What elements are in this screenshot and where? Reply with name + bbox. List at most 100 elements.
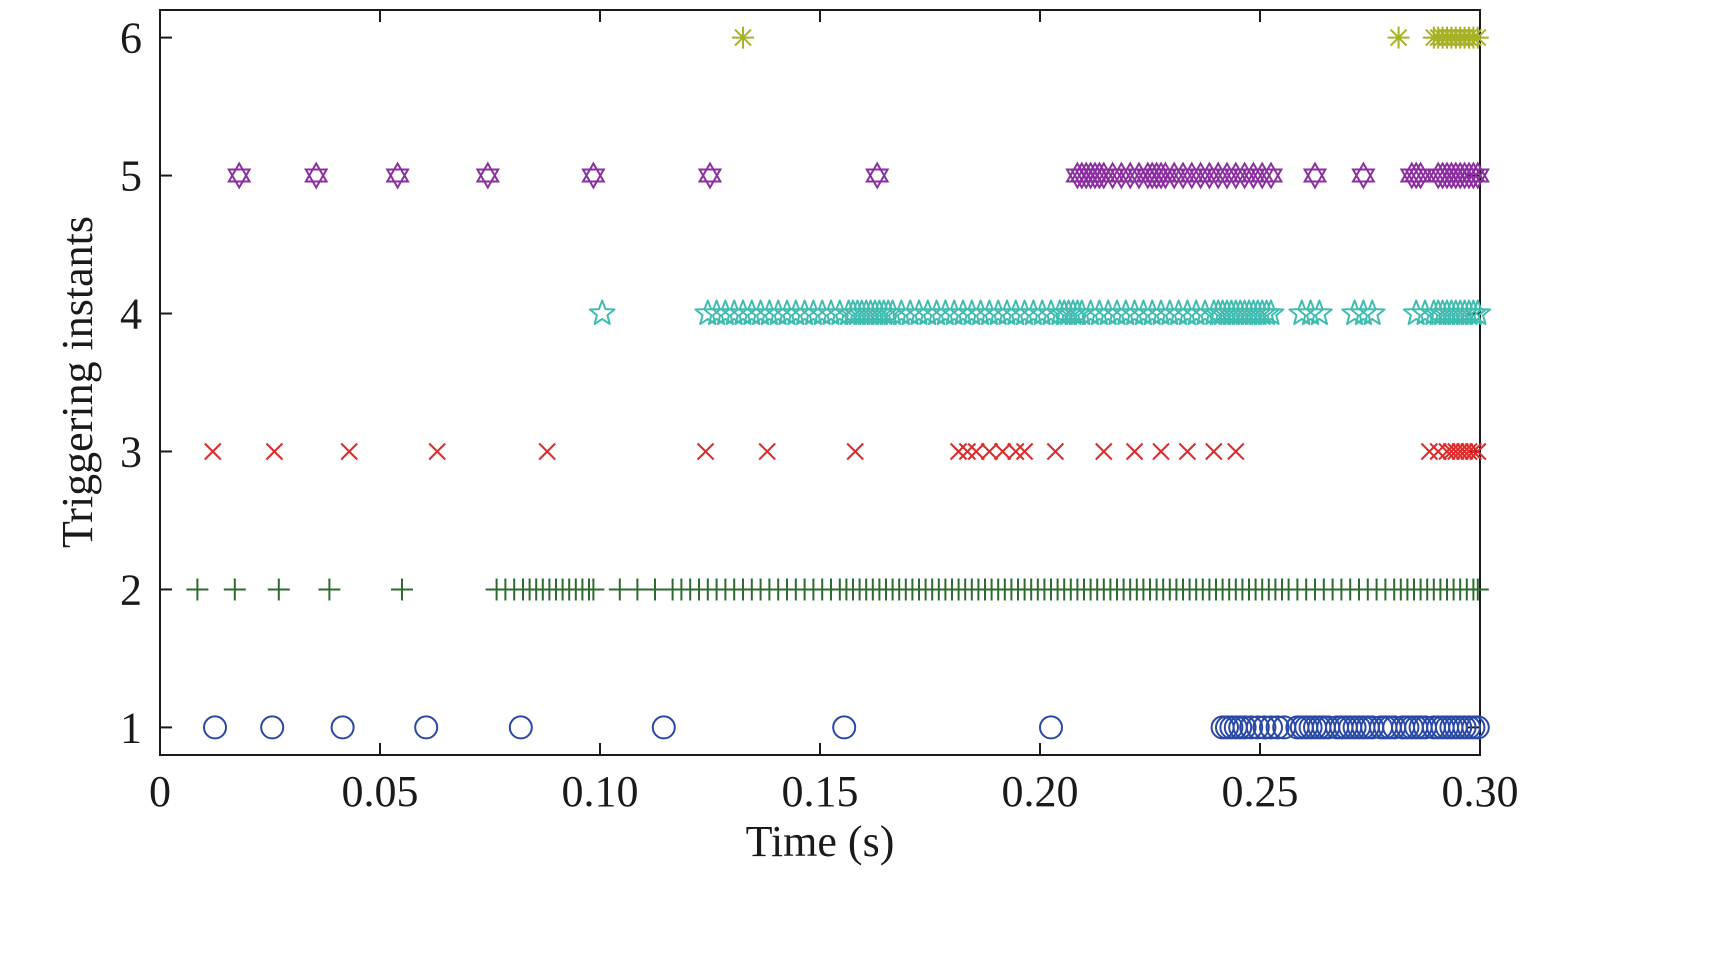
data-point [340, 442, 358, 461]
data-point [414, 715, 439, 740]
data-point [1297, 299, 1324, 326]
data-point [1152, 442, 1170, 461]
data-point [1469, 442, 1487, 461]
x-tick-label: 0.05 [342, 767, 419, 816]
data-point [1429, 442, 1447, 461]
x-tick-label: 0 [149, 767, 171, 816]
data-point [949, 442, 968, 461]
data-point [508, 715, 533, 740]
data-point [1007, 442, 1025, 461]
data-point [697, 161, 723, 190]
data-point [204, 442, 222, 461]
plot-frame [159, 9, 1481, 756]
y-axis-label: Triggering instants [53, 216, 102, 548]
y-tick-label: 2 [120, 565, 142, 614]
data-point [1227, 442, 1245, 461]
data-point [1232, 715, 1257, 740]
data-point [385, 161, 410, 190]
data-point [1125, 442, 1144, 461]
data-point [1387, 26, 1410, 49]
data-point [1015, 442, 1034, 461]
data-point [265, 442, 284, 461]
data-point [582, 578, 605, 601]
data-point [203, 715, 227, 740]
x-tick-label: 0.15 [782, 767, 859, 816]
x-tick-label: 0.25 [1222, 767, 1299, 816]
x-tick-label: 0.10 [562, 767, 639, 816]
x-tick-label: 0.20 [1002, 767, 1079, 816]
data-point [1455, 442, 1474, 461]
data-point [1465, 161, 1490, 190]
data-point [330, 715, 355, 740]
data-point [1466, 26, 1489, 49]
data-point [1259, 715, 1283, 740]
data-point [1442, 442, 1461, 461]
data-point [581, 161, 606, 190]
data-point [1239, 715, 1264, 740]
data-point [846, 442, 864, 461]
series-star5 [588, 299, 1492, 326]
y-tick-label: 3 [120, 427, 142, 476]
data-point [1302, 161, 1328, 190]
data-point [1438, 442, 1456, 461]
data-point [1351, 161, 1376, 190]
data-point [304, 161, 329, 190]
data-marks [186, 26, 1492, 740]
y-tick-label: 5 [120, 152, 142, 201]
data-point [1265, 715, 1290, 740]
data-point [1464, 299, 1492, 326]
data-point [1464, 442, 1483, 461]
data-point [1245, 715, 1270, 740]
data-point [832, 715, 857, 740]
data-point [267, 578, 290, 601]
axis-ticks: 0 0.05 0.10 0.15 0.20 0.25 0.30 1 2 3 4 5 6 [120, 10, 1519, 816]
data-point [1451, 442, 1469, 461]
y-tick-label: 4 [120, 290, 142, 339]
data-point [1306, 299, 1333, 326]
y-tick-label: 6 [120, 14, 142, 63]
data-point [732, 26, 754, 49]
series-asterisk [732, 26, 1489, 49]
data-point [967, 442, 985, 461]
series-circle [203, 715, 1490, 740]
data-point [227, 161, 252, 190]
data-point [758, 442, 776, 461]
data-point [588, 299, 616, 326]
series-cross [204, 442, 1487, 461]
data-point [391, 578, 413, 601]
data-point [1046, 442, 1065, 461]
data-point [260, 715, 285, 740]
data-point [1039, 715, 1063, 740]
data-point [318, 578, 341, 601]
data-point [1358, 299, 1386, 326]
data-point [1466, 578, 1489, 601]
data-point [1095, 442, 1113, 461]
data-point [1420, 442, 1439, 461]
data-point [993, 442, 1012, 461]
data-point [223, 578, 246, 601]
data-point [1350, 299, 1377, 326]
data-point [865, 161, 890, 190]
y-tick-label: 1 [120, 703, 142, 752]
series-hexagram [227, 161, 1490, 190]
data-point [1258, 161, 1284, 190]
data-point [980, 442, 999, 461]
data-point [1447, 442, 1465, 461]
data-point [958, 442, 977, 461]
data-point [1252, 715, 1277, 740]
data-point [186, 578, 209, 601]
x-tick-label: 0.30 [1442, 767, 1519, 816]
data-point [696, 442, 715, 461]
data-point [1460, 442, 1478, 461]
data-point [428, 442, 446, 461]
data-point [1465, 715, 1490, 740]
x-axis-label: Time (s) [746, 817, 895, 866]
data-point [651, 715, 676, 740]
series-plus [186, 578, 1489, 601]
data-point [1408, 161, 1433, 190]
data-point [538, 442, 556, 461]
data-point [1257, 299, 1285, 326]
data-point [1178, 442, 1197, 461]
